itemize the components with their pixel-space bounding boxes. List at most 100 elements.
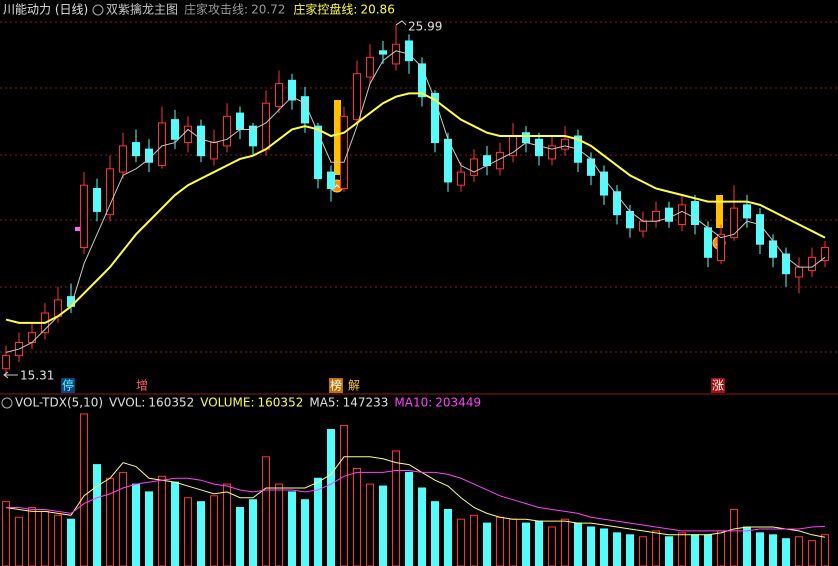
candle-body bbox=[106, 168, 114, 216]
volume-bar bbox=[392, 450, 400, 566]
candle-body bbox=[340, 115, 348, 189]
legend-value: 203449 bbox=[435, 396, 481, 410]
candle-body bbox=[223, 115, 231, 147]
legend-label: VOLUME: bbox=[200, 396, 254, 410]
candle-body bbox=[457, 171, 465, 186]
candle-body bbox=[730, 207, 738, 239]
volume-bar bbox=[405, 471, 413, 566]
volume-bar bbox=[314, 477, 322, 566]
candle-body bbox=[665, 207, 673, 222]
candle-body bbox=[28, 332, 36, 344]
legend-label: MA5: bbox=[309, 396, 339, 410]
volume-bar bbox=[717, 530, 725, 566]
candle-body bbox=[80, 184, 88, 248]
legend-value: 20.72 bbox=[251, 3, 285, 17]
volume-bar bbox=[197, 501, 205, 566]
label-bg bbox=[61, 378, 75, 393]
candle-body bbox=[743, 204, 751, 219]
candle-body bbox=[691, 201, 699, 226]
volume-bar bbox=[28, 507, 36, 566]
candle-body bbox=[119, 145, 127, 173]
volume-bar bbox=[678, 532, 686, 566]
candle-body bbox=[158, 122, 166, 167]
candle-body bbox=[379, 50, 387, 55]
volume-bar bbox=[444, 508, 452, 566]
candle-body bbox=[782, 253, 790, 275]
candle-body bbox=[353, 73, 361, 121]
volume-bar bbox=[665, 536, 673, 566]
candle-body bbox=[2, 355, 10, 370]
indicator-name: 双紫擒龙主图 bbox=[106, 2, 178, 17]
indicator-line bbox=[6, 469, 826, 532]
candle-body bbox=[262, 102, 270, 150]
volume-bar bbox=[366, 483, 374, 566]
volume-bar bbox=[587, 526, 595, 566]
volume-bar bbox=[730, 508, 738, 566]
volume-bar bbox=[652, 530, 660, 566]
annotation-arrow bbox=[395, 20, 407, 26]
signal-bar bbox=[334, 100, 341, 175]
volume-bar bbox=[535, 520, 543, 566]
label-bg bbox=[329, 378, 343, 393]
candle-body bbox=[613, 191, 621, 216]
volume-bar bbox=[41, 510, 49, 566]
volume-bar bbox=[223, 483, 231, 566]
signal-label: 增 bbox=[136, 379, 148, 393]
high-label: 25.99 bbox=[408, 19, 442, 33]
legend-label: MA10: bbox=[394, 396, 432, 410]
volume-bar bbox=[288, 491, 296, 566]
volume-bar bbox=[808, 540, 816, 566]
volume-bar bbox=[496, 516, 504, 566]
volume-bar bbox=[132, 483, 140, 566]
volume-bar bbox=[431, 501, 439, 566]
label-bg bbox=[711, 378, 725, 393]
volume-bar bbox=[249, 499, 257, 566]
volume-bar bbox=[67, 518, 75, 566]
volume-bar bbox=[782, 538, 790, 566]
indicator-line bbox=[5, 50, 826, 353]
volume-bar bbox=[80, 413, 88, 566]
volume-bar bbox=[626, 534, 634, 566]
candle-body bbox=[184, 125, 192, 144]
volume-bar bbox=[106, 477, 114, 566]
volume-bar bbox=[236, 507, 244, 566]
signal-label: 榜 bbox=[330, 378, 342, 393]
candle-body bbox=[717, 233, 725, 262]
header: 川能动力 (日线) 双紫擒龙主图 庄家攻击线: 20.72 庄家控盘线: 20.86 bbox=[3, 2, 395, 17]
plot: 25.99 15.31 bbox=[2, 19, 829, 566]
legend-label: 庄家控盘线: bbox=[293, 2, 357, 17]
candle-body bbox=[821, 246, 829, 262]
candle-body bbox=[444, 138, 452, 183]
candle-body bbox=[301, 96, 309, 124]
volume-bar bbox=[769, 534, 777, 566]
candle-body bbox=[652, 210, 660, 222]
volume-bar bbox=[691, 534, 699, 566]
annotation-arrow bbox=[3, 371, 18, 379]
menu-icon bbox=[92, 4, 104, 16]
volume-bar bbox=[15, 516, 23, 566]
volume-bar bbox=[418, 487, 426, 566]
volume-bar bbox=[821, 534, 829, 566]
legend-value: 20.86 bbox=[360, 3, 394, 17]
candle-body bbox=[535, 138, 543, 157]
legend-label: 庄家攻击线: bbox=[184, 2, 248, 17]
candle-body bbox=[756, 214, 764, 245]
candle-body bbox=[288, 79, 296, 101]
signal-dot bbox=[75, 227, 81, 231]
menu-icon bbox=[1, 397, 13, 409]
volume-bar bbox=[574, 522, 582, 566]
volume-bar bbox=[795, 536, 803, 566]
candle-body bbox=[327, 171, 335, 189]
candle-body bbox=[639, 220, 647, 232]
candle-body bbox=[171, 119, 179, 140]
volume-bar bbox=[457, 518, 465, 566]
volume-bar bbox=[600, 528, 608, 566]
candle-body bbox=[132, 142, 140, 157]
volume-bar bbox=[756, 532, 764, 566]
volume-bar bbox=[483, 522, 491, 566]
volume-header: VOL-TDX(5,10) VVOL: 160352 VOLUME: 160352 MA5… bbox=[1, 396, 481, 410]
indicator-line bbox=[5, 456, 826, 538]
volume-bar bbox=[262, 456, 270, 566]
volume-bar bbox=[301, 499, 309, 566]
chart-title: 川能动力 (日线) bbox=[3, 3, 88, 17]
